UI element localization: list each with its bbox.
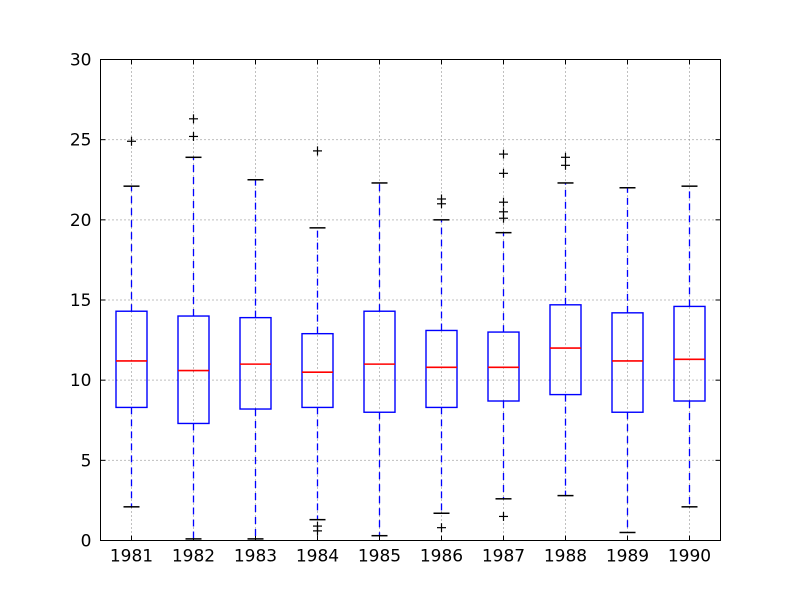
box-rect [611,312,644,413]
x-tick-label: 1989 [606,547,649,567]
outlier-marker [499,213,508,223]
outlier-marker [499,168,508,178]
outlier-marker [437,199,446,209]
x-tick-label: 1982 [172,547,215,567]
y-tick-label: 30 [70,51,92,71]
box-group-1987 [487,149,520,521]
box-rect [673,305,706,402]
outlier-marker [561,160,570,170]
box-rect [549,304,582,396]
box-group-1989 [611,187,644,534]
box-group-1984 [301,146,334,536]
box-group-1982 [177,114,210,540]
box-rect [363,310,396,413]
x-tick-label: 1990 [668,547,711,567]
outlier-marker [499,197,508,207]
box-rect [239,316,272,410]
y-tick-label: 10 [70,371,92,391]
box-group-1981 [115,136,148,508]
outlier-marker [313,526,322,536]
outlier-marker [499,511,508,521]
outlier-marker [313,146,322,156]
x-tick-label: 1986 [420,547,463,567]
y-tick-label: 0 [81,532,92,552]
box-group-1986 [425,194,458,533]
box-rect [301,332,334,409]
x-tick-label: 1987 [482,547,525,567]
y-tick-label: 15 [70,291,92,311]
outlier-marker [561,152,570,162]
x-tick-label: 1983 [234,547,277,567]
x-tick-label: 1981 [110,547,153,567]
box-rect [425,329,458,409]
box-rect [115,310,148,409]
outlier-marker [437,523,446,533]
box-group-1988 [549,152,582,497]
y-tick-label: 5 [81,451,92,471]
box-group-1983 [239,179,272,540]
box-group-1990 [673,185,706,508]
y-tick-label: 20 [70,211,92,231]
box-rect [177,315,210,425]
outlier-marker [189,131,198,141]
x-tick-label: 1985 [358,547,401,567]
x-tick-label: 1988 [544,547,587,567]
box-rect [487,331,520,402]
y-tick-label: 25 [70,131,92,151]
outlier-marker [127,136,136,146]
outlier-marker [189,114,198,124]
box-group-1985 [363,182,396,537]
outlier-marker [499,149,508,159]
x-tick-label: 1984 [296,547,339,567]
